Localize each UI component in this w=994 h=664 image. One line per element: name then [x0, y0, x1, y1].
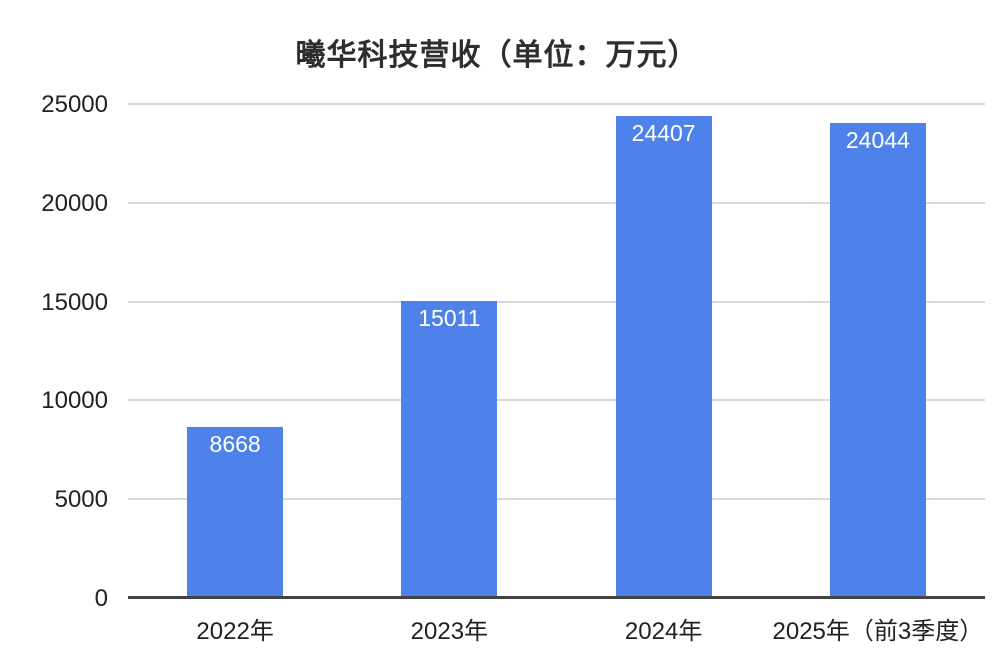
- x-axis-category-label: 2023年: [410, 618, 489, 645]
- bar: 15011: [401, 301, 498, 598]
- y-axis-tick-label: 10000: [41, 387, 108, 415]
- x-axis-category-label: 2024年: [624, 618, 703, 645]
- bar-value-label: 15011: [418, 305, 481, 332]
- gridline: [128, 399, 985, 402]
- gridline: [128, 498, 985, 501]
- bar: 8668: [187, 426, 284, 598]
- bar-value-label: 24407: [631, 119, 696, 146]
- chart-title: 曦华科技营收（单位：万元）: [295, 39, 699, 72]
- x-axis-category-label: 2022年: [196, 618, 274, 645]
- bar: 24044: [829, 122, 926, 598]
- x-axis-category-label: 2025年（前3季度）: [772, 618, 984, 645]
- bar-value-label: 8668: [209, 430, 261, 457]
- gridline: [128, 201, 985, 204]
- gridline: [128, 103, 985, 105]
- bar: 24407: [615, 115, 712, 598]
- x-axis-line: [128, 596, 985, 599]
- y-axis-tick-label: 25000: [41, 91, 108, 118]
- bar-value-label: 24044: [845, 126, 910, 153]
- y-axis-tick-label: 5000: [54, 486, 108, 514]
- y-axis-tick-label: 15000: [41, 288, 108, 316]
- y-axis-tick-label: 0: [94, 585, 108, 612]
- y-axis-tick-label: 20000: [41, 189, 108, 217]
- gridline: [128, 300, 985, 303]
